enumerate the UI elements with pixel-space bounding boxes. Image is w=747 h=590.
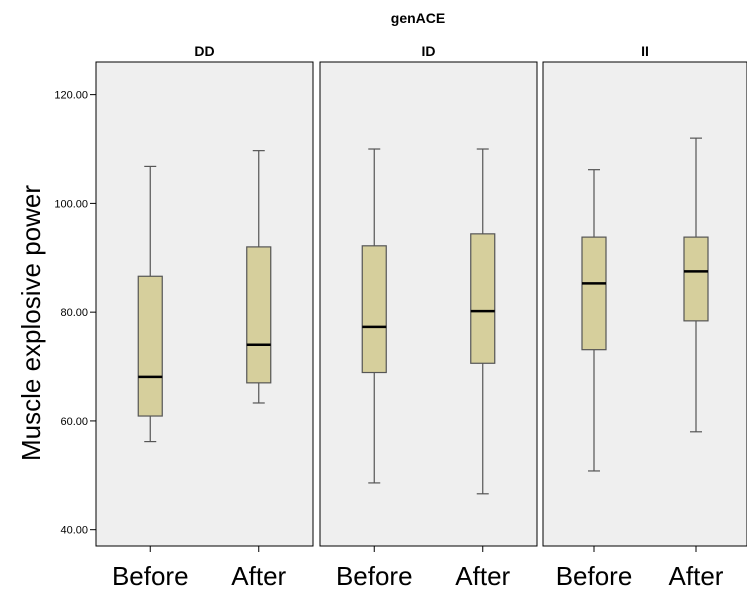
x-tick-label: Before (336, 561, 413, 590)
iqr-box (246, 246, 272, 384)
iqr-box (470, 233, 496, 364)
panel-ii: II Before After (542, 43, 747, 590)
panel-title: DD (194, 43, 214, 59)
box-id-before: Before (336, 148, 413, 590)
x-tick-label: After (231, 561, 286, 590)
x-tick-label: After (455, 561, 510, 590)
box-id-after: After (455, 148, 511, 590)
box-ii-after: After (669, 137, 724, 590)
y-tick-label: 40.00 (60, 525, 88, 537)
iqr-box (683, 236, 709, 322)
panel-id: ID Before After (319, 43, 538, 590)
panel-title: ID (422, 43, 436, 59)
box-dd-after: After (231, 150, 287, 590)
y-axis: 40.00 60.00 80.00 100.00 120.00 (54, 62, 97, 546)
y-tick-label: 80.00 (60, 307, 88, 319)
x-tick-label: Before (556, 561, 633, 590)
panel-background (319, 61, 538, 547)
y-tick-label: 120.00 (54, 90, 88, 102)
x-tick-label: After (669, 561, 724, 590)
panel-background (95, 61, 314, 547)
box-ii-before: Before (556, 169, 633, 590)
panel-title: II (641, 43, 649, 59)
panel-dd: DD Before After (95, 43, 314, 590)
iqr-box (361, 245, 387, 374)
y-tick-label: 60.00 (60, 416, 88, 428)
iqr-box (581, 236, 607, 351)
chart-title: genACE (391, 10, 445, 26)
panels: DD Before After ID Before After II Before After (95, 43, 747, 590)
y-axis-label: Muscle explosive power (16, 185, 46, 461)
iqr-box (137, 275, 163, 417)
x-tick-label: Before (112, 561, 189, 590)
y-tick-label: 100.00 (54, 198, 88, 210)
panel-background (542, 61, 747, 547)
box-dd-before: Before (112, 165, 189, 590)
